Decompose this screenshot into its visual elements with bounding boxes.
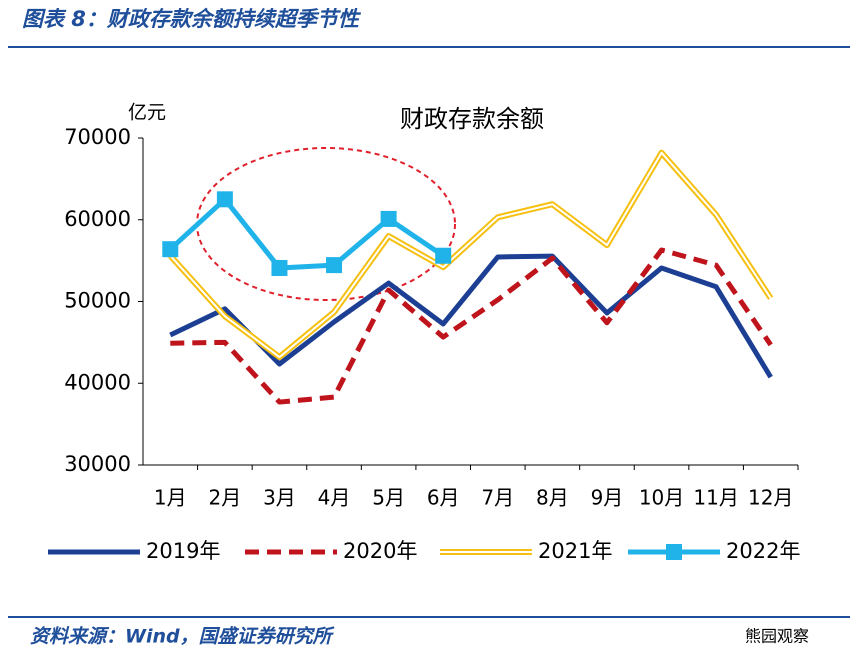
series-marker [380, 210, 397, 227]
chart-title: 财政存款余额 [400, 105, 544, 133]
y-tick-label: 60000 [64, 207, 131, 231]
y-tick-label: 50000 [64, 289, 131, 313]
source: 资料来源：Wind，国盛证券研究所 [30, 626, 335, 648]
y-unit: 亿元 [128, 102, 166, 124]
legend-label: 2022年 [726, 539, 800, 563]
highlight-ellipse [196, 147, 456, 301]
x-tick-label: 5月 [372, 486, 405, 510]
y-tick-label: 40000 [64, 370, 131, 394]
legend-label: 2020年 [343, 539, 417, 563]
series-marker [326, 257, 343, 274]
x-tick-label: 9月 [591, 486, 624, 510]
x-tick-label: 7月 [481, 486, 514, 510]
x-tick-label: 12月 [748, 486, 793, 510]
series-marker [162, 241, 179, 258]
series-marker [216, 191, 233, 208]
header-title: 图表 8：财政存款余额持续超季节性 [22, 7, 362, 31]
watermark: 熊园观察 [745, 627, 809, 646]
y-tick-label: 30000 [64, 452, 131, 476]
x-tick-label: 8月 [536, 486, 569, 510]
series-line [170, 247, 773, 405]
x-tick-label: 4月 [318, 486, 351, 510]
x-tick-label: 10月 [639, 486, 684, 510]
series-marker [435, 247, 452, 264]
legend-label: 2021年 [538, 539, 612, 563]
x-tick-label: 11月 [693, 486, 738, 510]
series-line [168, 196, 445, 271]
legend-marker [666, 544, 682, 560]
series-line-inner [169, 151, 772, 359]
legend-label: 2019年 [146, 539, 220, 563]
x-tick-label: 1月 [154, 486, 187, 510]
x-tick-label: 3月 [263, 486, 296, 510]
x-tick-label: 6月 [427, 486, 460, 510]
series-marker [271, 259, 288, 276]
y-tick-label: 70000 [64, 125, 131, 149]
x-tick-label: 2月 [209, 486, 242, 510]
series-line [169, 253, 773, 379]
